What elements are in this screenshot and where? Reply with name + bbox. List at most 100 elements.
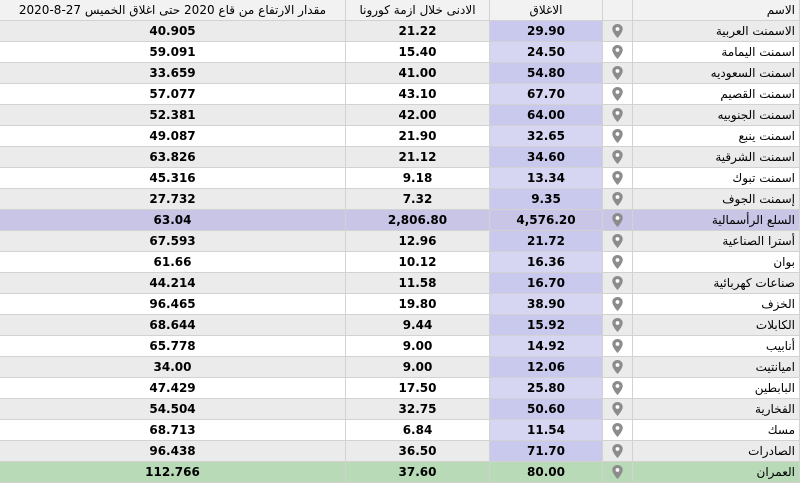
pin-cell[interactable] — [603, 126, 633, 146]
rise-cell[interactable]: 63.826 — [0, 147, 346, 167]
close-cell[interactable]: 71.70 — [490, 441, 603, 461]
low-cell[interactable]: 42.00 — [346, 105, 490, 125]
table-row[interactable]: 68.713 6.84 11.54 مسك — [0, 420, 800, 441]
name-cell[interactable]: اسمنت القصيم — [633, 84, 800, 104]
low-cell[interactable]: 32.75 — [346, 399, 490, 419]
name-cell[interactable]: الخزف — [633, 294, 800, 314]
header-name[interactable]: الاسم — [633, 0, 800, 20]
low-cell[interactable]: 15.40 — [346, 42, 490, 62]
name-cell[interactable]: اسمنت تبوك — [633, 168, 800, 188]
rise-cell[interactable]: 33.659 — [0, 63, 346, 83]
name-cell[interactable]: الفخارية — [633, 399, 800, 419]
pin-cell[interactable] — [603, 42, 633, 62]
pin-cell[interactable] — [603, 357, 633, 377]
name-cell[interactable]: البابطين — [633, 378, 800, 398]
table-row[interactable]: 47.429 17.50 25.80 البابطين — [0, 378, 800, 399]
table-row[interactable]: 112.766 37.60 80.00 العمران — [0, 462, 800, 483]
rise-cell[interactable]: 54.504 — [0, 399, 346, 419]
table-row[interactable]: 33.659 41.00 54.80 اسمنت السعوديه — [0, 63, 800, 84]
table-row[interactable]: 63.826 21.12 34.60 اسمنت الشرقية — [0, 147, 800, 168]
pin-cell[interactable] — [603, 441, 633, 461]
rise-cell[interactable]: 96.438 — [0, 441, 346, 461]
pin-cell[interactable] — [603, 399, 633, 419]
name-cell[interactable]: اسمنت ينبع — [633, 126, 800, 146]
header-low[interactable]: الادنى خلال ازمة كورونا — [346, 0, 490, 20]
low-cell[interactable]: 9.00 — [346, 357, 490, 377]
close-cell[interactable]: 29.90 — [490, 21, 603, 41]
table-row[interactable]: 68.644 9.44 15.92 الكابلات — [0, 315, 800, 336]
close-cell[interactable]: 67.70 — [490, 84, 603, 104]
name-cell[interactable]: اسمنت الجنوبيه — [633, 105, 800, 125]
close-cell[interactable]: 9.35 — [490, 189, 603, 209]
name-cell[interactable]: الكابلات — [633, 315, 800, 335]
table-row[interactable]: 40.905 21.22 29.90 الاسمنت العربية — [0, 21, 800, 42]
pin-cell[interactable] — [603, 147, 633, 167]
table-row[interactable]: 67.593 12.96 21.72 أسترا الصناعية — [0, 231, 800, 252]
low-cell[interactable]: 9.00 — [346, 336, 490, 356]
name-cell[interactable]: أسترا الصناعية — [633, 231, 800, 251]
close-cell[interactable]: 13.34 — [490, 168, 603, 188]
low-cell[interactable]: 19.80 — [346, 294, 490, 314]
low-cell[interactable]: 21.90 — [346, 126, 490, 146]
name-cell[interactable]: صناعات كهربائية — [633, 273, 800, 293]
rise-cell[interactable]: 52.381 — [0, 105, 346, 125]
rise-cell[interactable]: 112.766 — [0, 462, 346, 482]
close-cell[interactable]: 24.50 — [490, 42, 603, 62]
low-cell[interactable]: 11.58 — [346, 273, 490, 293]
table-row[interactable]: 45.316 9.18 13.34 اسمنت تبوك — [0, 168, 800, 189]
pin-cell[interactable] — [603, 252, 633, 272]
pin-cell[interactable] — [603, 273, 633, 293]
close-cell[interactable]: 15.92 — [490, 315, 603, 335]
low-cell[interactable]: 37.60 — [346, 462, 490, 482]
rise-cell[interactable]: 34.00 — [0, 357, 346, 377]
rise-cell[interactable]: 96.465 — [0, 294, 346, 314]
close-cell[interactable]: 64.00 — [490, 105, 603, 125]
pin-cell[interactable] — [603, 21, 633, 41]
close-cell[interactable]: 34.60 — [490, 147, 603, 167]
table-row[interactable]: 49.087 21.90 32.65 اسمنت ينبع — [0, 126, 800, 147]
close-cell[interactable]: 4,576.20 — [490, 210, 603, 230]
table-row[interactable]: 52.381 42.00 64.00 اسمنت الجنوبيه — [0, 105, 800, 126]
pin-cell[interactable] — [603, 462, 633, 482]
close-cell[interactable]: 25.80 — [490, 378, 603, 398]
low-cell[interactable]: 43.10 — [346, 84, 490, 104]
close-cell[interactable]: 16.70 — [490, 273, 603, 293]
name-cell[interactable]: اسمنت اليمامة — [633, 42, 800, 62]
name-cell[interactable]: بوان — [633, 252, 800, 272]
rise-cell[interactable]: 67.593 — [0, 231, 346, 251]
rise-cell[interactable]: 40.905 — [0, 21, 346, 41]
rise-cell[interactable]: 63.04 — [0, 210, 346, 230]
low-cell[interactable]: 12.96 — [346, 231, 490, 251]
rise-cell[interactable]: 61.66 — [0, 252, 346, 272]
pin-cell[interactable] — [603, 105, 633, 125]
rise-cell[interactable]: 68.713 — [0, 420, 346, 440]
name-cell[interactable]: مسك — [633, 420, 800, 440]
pin-cell[interactable] — [603, 84, 633, 104]
low-cell[interactable]: 2,806.80 — [346, 210, 490, 230]
pin-cell[interactable] — [603, 315, 633, 335]
rise-cell[interactable]: 47.429 — [0, 378, 346, 398]
pin-cell[interactable] — [603, 210, 633, 230]
name-cell[interactable]: اسمنت الشرقية — [633, 147, 800, 167]
close-cell[interactable]: 54.80 — [490, 63, 603, 83]
name-cell[interactable]: اميانتيت — [633, 357, 800, 377]
table-row[interactable]: 63.04 2,806.80 4,576.20 السلع الرأسمالية — [0, 210, 800, 231]
table-row[interactable]: 57.077 43.10 67.70 اسمنت القصيم — [0, 84, 800, 105]
low-cell[interactable]: 36.50 — [346, 441, 490, 461]
table-row[interactable]: 96.465 19.80 38.90 الخزف — [0, 294, 800, 315]
close-cell[interactable]: 14.92 — [490, 336, 603, 356]
close-cell[interactable]: 50.60 — [490, 399, 603, 419]
low-cell[interactable]: 9.44 — [346, 315, 490, 335]
name-cell[interactable]: أنابيب — [633, 336, 800, 356]
rise-cell[interactable]: 59.091 — [0, 42, 346, 62]
pin-cell[interactable] — [603, 336, 633, 356]
close-cell[interactable]: 11.54 — [490, 420, 603, 440]
pin-cell[interactable] — [603, 231, 633, 251]
low-cell[interactable]: 9.18 — [346, 168, 490, 188]
table-row[interactable]: 65.778 9.00 14.92 أنابيب — [0, 336, 800, 357]
rise-cell[interactable]: 68.644 — [0, 315, 346, 335]
rise-cell[interactable]: 65.778 — [0, 336, 346, 356]
low-cell[interactable]: 10.12 — [346, 252, 490, 272]
close-cell[interactable]: 12.06 — [490, 357, 603, 377]
table-row[interactable]: 27.732 7.32 9.35 إسمنت الجوف — [0, 189, 800, 210]
